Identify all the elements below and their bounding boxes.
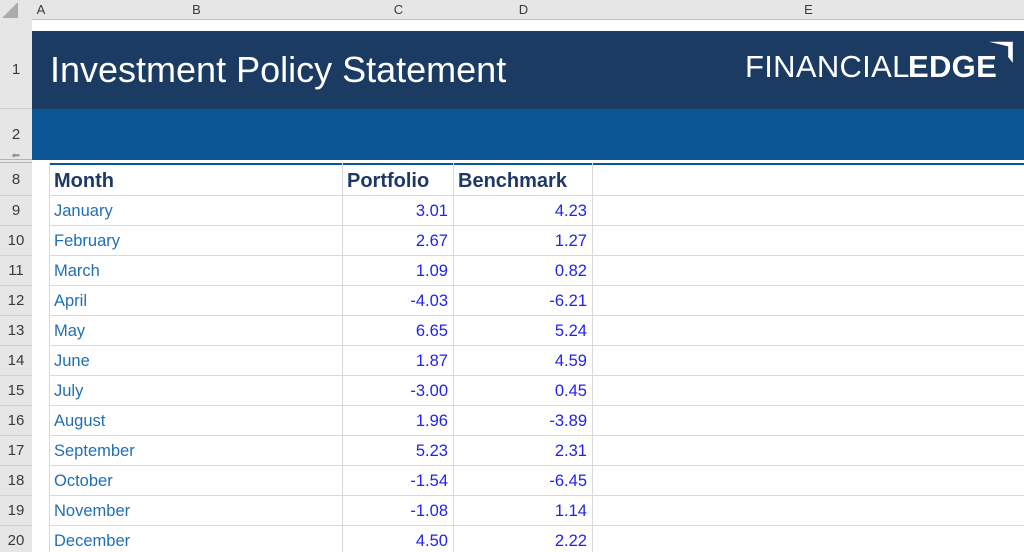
svg-text:EDGE: EDGE [908, 49, 997, 84]
svg-text:FINANCIAL: FINANCIAL [745, 49, 910, 84]
